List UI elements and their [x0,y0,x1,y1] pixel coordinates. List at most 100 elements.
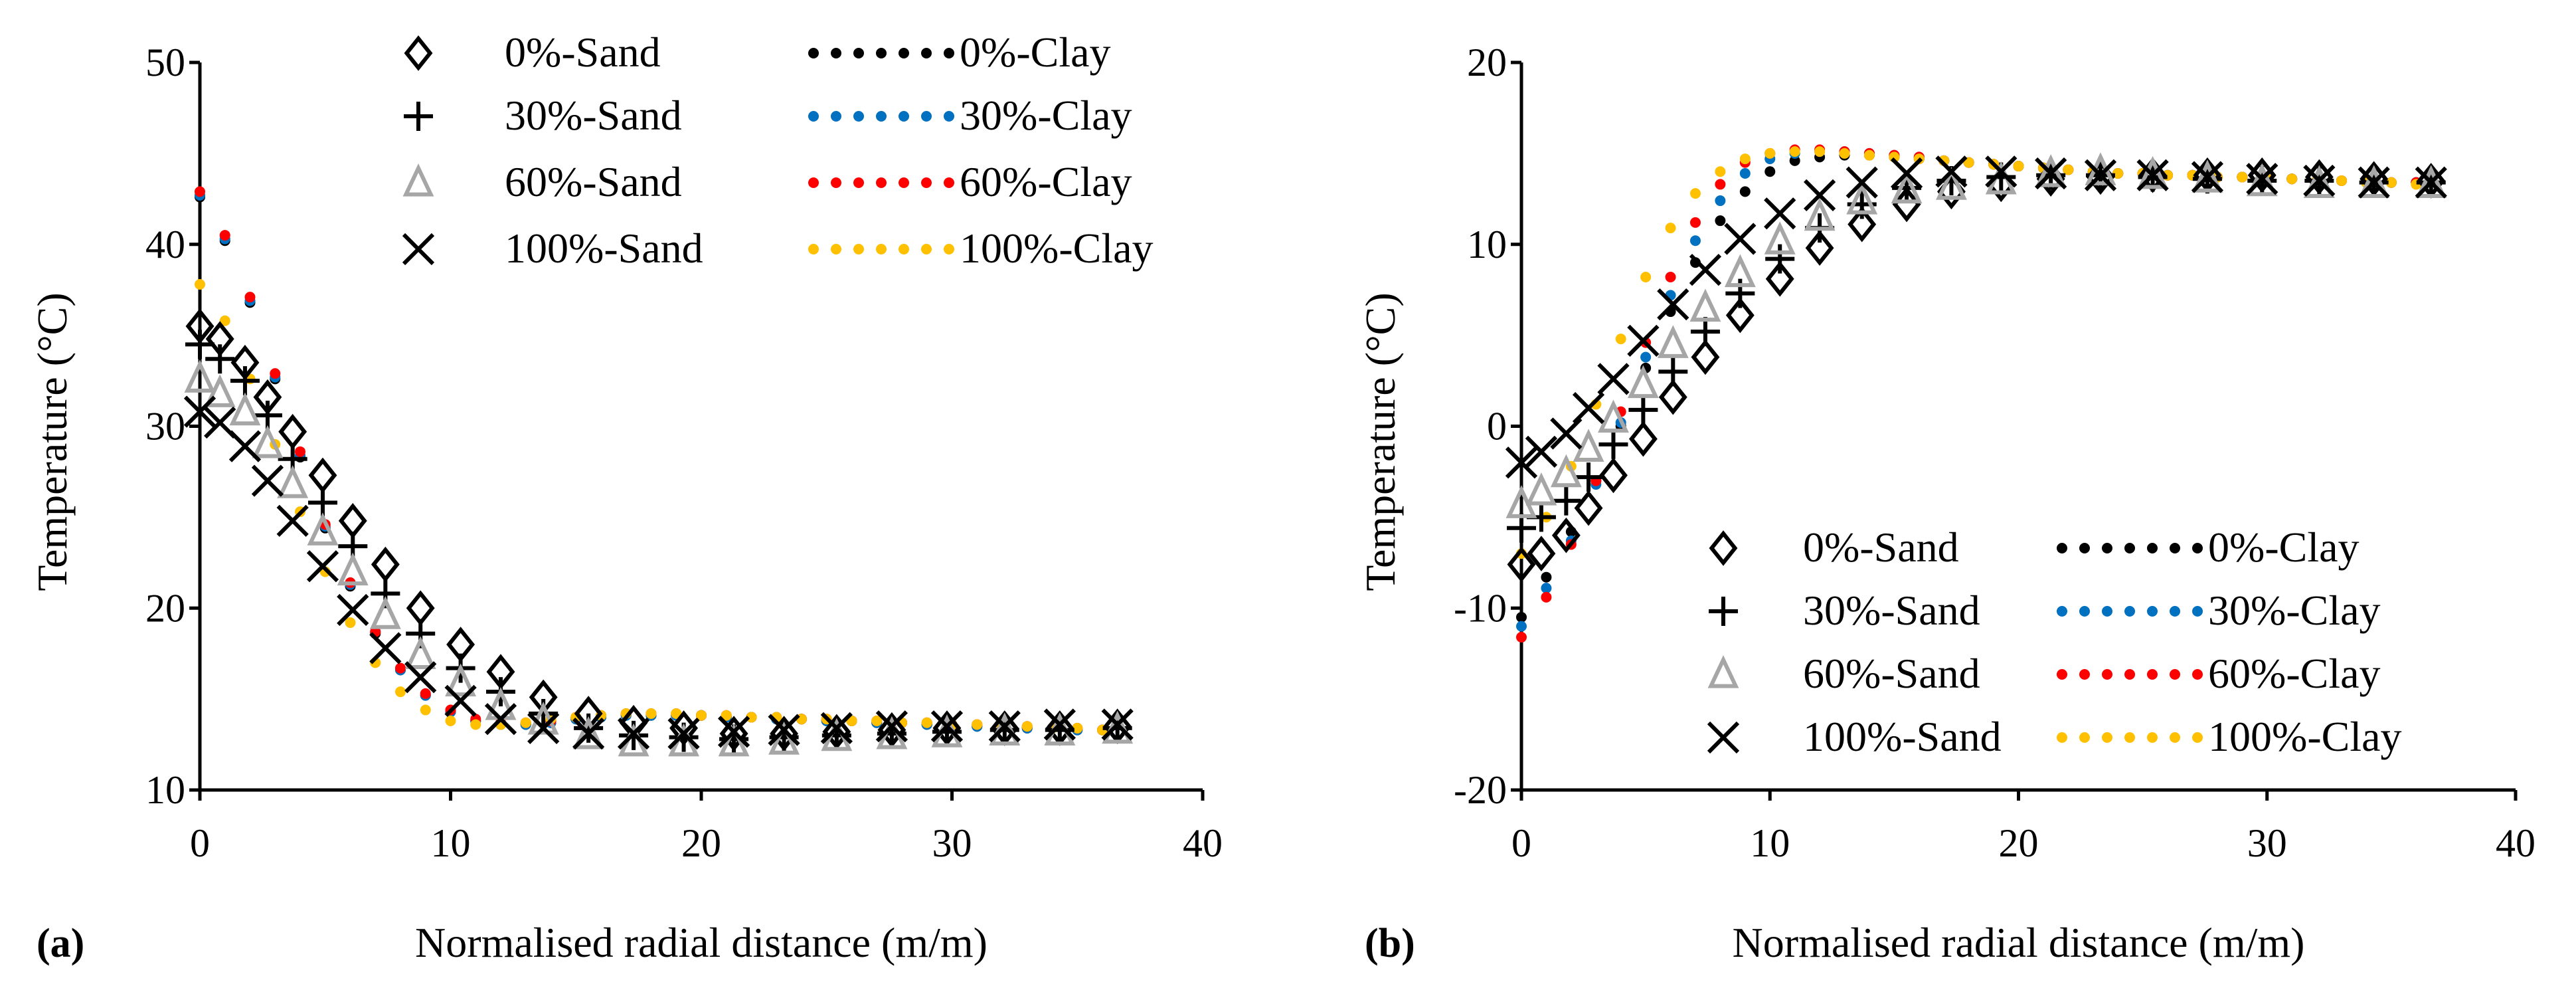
sand-point-triangle [369,596,401,629]
clay-point [645,708,657,720]
legend-dot [2192,669,2203,680]
legend-dot [2170,732,2180,743]
clay-point [1072,722,1083,734]
legend-dot [921,48,932,58]
legend: 0%-Sand 0%-Clay 30%-Sand 30%-Clay 60%-Sand 60… [1707,524,2402,760]
panel-label: (b) [1365,921,1415,966]
panel-label: (a) [37,921,84,966]
sand-point-cross [2084,159,2117,191]
clay-point [2237,171,2248,183]
sand-point-cross [369,632,402,664]
sand-point-cross [1572,392,1605,425]
clay-point [219,315,230,326]
legend-dot [921,177,932,188]
legend-label: 30%-Clay [960,92,1132,139]
clay-point [420,688,431,699]
sand-point-diamond [1527,536,1556,571]
legend-dot [2192,732,2203,743]
clay-point [1863,149,1875,161]
legend-label: 100%-Clay [960,225,1154,272]
legend-dot [2170,669,2180,680]
sand-point-cross [337,593,369,627]
sand-point-cross [444,684,477,717]
legend-dot [2102,669,2112,680]
sand-point-plus [1628,395,1658,425]
y-tick-label: 30 [145,405,185,448]
legend-label: 30%-Sand [505,92,682,139]
clay-point [1021,721,1033,732]
legend-dot [944,177,954,188]
clay-point [195,278,205,290]
legend-dot [2124,669,2135,680]
sand-point-triangle [184,359,216,393]
legend-dot [2102,732,2112,743]
sand-point-diamond [371,546,400,583]
sand-point-diamond [1507,546,1536,583]
sand-point-cross [1846,166,1878,199]
clay-point [696,710,707,721]
clay-point [1541,583,1552,594]
sand-point-cross [183,395,216,428]
clay-point [1689,217,1701,228]
legend-dot [808,177,819,188]
clay-point [871,715,883,726]
clay-point [746,712,757,723]
legend-label: 0%-Clay [960,29,1111,76]
clay-point [1715,215,1726,227]
legend-marker-plus [1709,597,1738,626]
legend-dot [2079,543,2090,553]
legend-dot [876,177,887,188]
clay-point [2112,167,2124,179]
clay-point [1764,166,1776,177]
legend-dot [899,111,909,122]
legend-dot [808,111,819,122]
sand-point-triangle [2035,153,2067,187]
sand-point-triangle [2415,165,2447,199]
legend-label: 100%-Sand [505,225,703,272]
clay-point [972,719,983,730]
sand-point-triangle [572,716,604,749]
legend-dot [853,48,864,58]
legend-dot [808,244,819,254]
clay-point [1615,334,1626,345]
clay-point [1516,621,1527,632]
clay-point [1541,571,1552,583]
legend-dot [831,177,841,188]
legend-dot [2102,606,2112,617]
clay-point [1516,632,1527,643]
legend-dot [2057,732,2067,743]
legend-marker-plus [404,102,433,131]
sand-point-cross [1890,157,1923,190]
sand-point-cross [2415,166,2447,199]
clay-point [671,708,682,720]
sand-point-cross [820,712,853,745]
sand-point-cross [228,430,262,462]
legend-dot [876,48,887,58]
sand-point-cross [2191,161,2224,193]
sand-point-triangle [1627,365,1659,399]
sand-point-triangle [1891,170,1923,204]
clay-point [1814,146,1826,157]
sand-point-triangle [252,425,284,458]
sand-point-diamond [1551,517,1581,553]
x-tick-label: 0 [1511,821,1531,865]
legend-marker-diamond [404,35,433,71]
sand-point-cross [2303,164,2336,197]
chart-panel-b: -20 -10 0 10 20 0 10 20 30 40 Normalised radial di… [1357,41,2535,966]
legend-dot [2102,543,2112,553]
clay-point [2013,161,2024,172]
sand-point-diamond [1847,206,1877,243]
sand-point-cross [251,464,284,497]
sand-point-triangle [445,663,477,697]
sand-point-cross [1803,179,1836,211]
clay-point [2385,177,2397,188]
clay-point [345,617,356,629]
sand-point-triangle [1550,454,1582,488]
sand-point-cross [276,504,309,537]
legend-dot [944,111,954,122]
sand-point-plus [1574,462,1604,492]
sand-point-triangle [1573,429,1604,462]
sand-point-cross [1505,446,1538,479]
sand-point-cross [930,710,964,743]
